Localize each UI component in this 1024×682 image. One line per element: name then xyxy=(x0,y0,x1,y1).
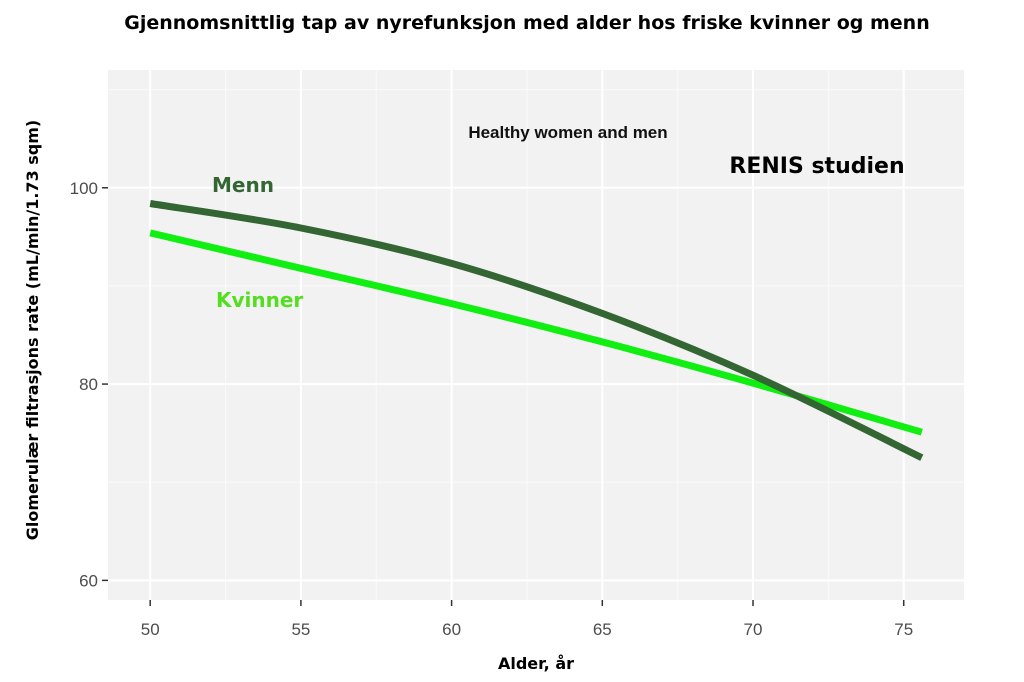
x-axis-ticks: 50 55 60 65 70 75 xyxy=(141,600,913,639)
chart-title: Gjennomsnittlig tap av nyrefunksjon med … xyxy=(124,12,930,34)
x-tick-label: 50 xyxy=(141,620,160,639)
x-axis-title: Alder, år xyxy=(498,654,574,673)
x-tick-label: 65 xyxy=(593,620,612,639)
annotation-renis: RENIS studien xyxy=(729,154,904,179)
y-axis-ticks: 60 80 100 xyxy=(70,179,108,590)
annotation-healthy: Healthy women and men xyxy=(468,123,667,142)
y-axis-title: Glomerulær filtrasjons rate (mL/min/1.73… xyxy=(23,120,42,540)
series-label-menn: Menn xyxy=(212,173,274,197)
major-gridlines xyxy=(108,70,964,600)
x-tick-label: 70 xyxy=(744,620,763,639)
series-label-kvinner: Kvinner xyxy=(216,288,303,312)
y-tick-label: 100 xyxy=(70,179,98,198)
series-line-menn xyxy=(149,200,924,461)
minor-gridlines xyxy=(108,70,964,600)
x-tick-label: 55 xyxy=(291,620,310,639)
y-tick-label: 60 xyxy=(79,571,98,590)
y-tick-label: 80 xyxy=(79,375,98,394)
x-tick-label: 75 xyxy=(894,620,913,639)
plot-panel xyxy=(108,70,964,600)
series-lines xyxy=(149,200,924,461)
x-tick-label: 60 xyxy=(442,620,461,639)
